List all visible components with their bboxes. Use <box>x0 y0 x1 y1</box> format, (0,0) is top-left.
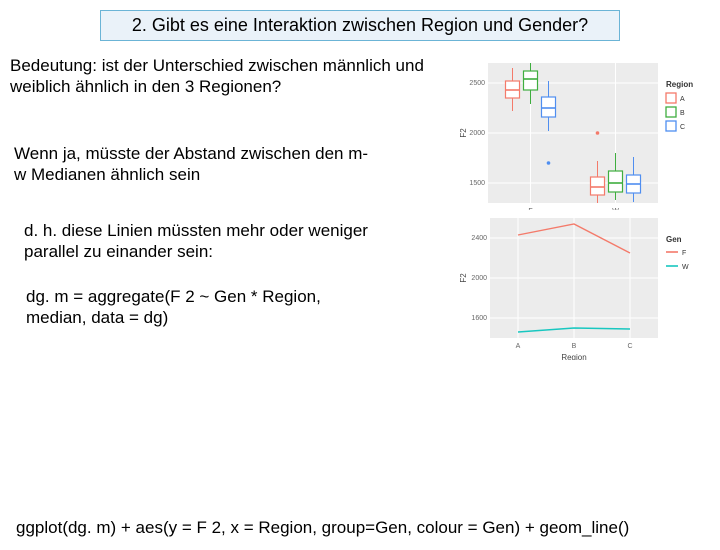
code-aggregate: dg. m = aggregate(F 2 ~ Gen * Region, me… <box>26 286 386 329</box>
paragraph-parallel: d. h. diese Linien müssten mehr oder wen… <box>24 220 384 263</box>
svg-text:B: B <box>680 110 685 117</box>
text-column: Bedeutung: ist der Unterschied zwischen … <box>0 49 460 104</box>
svg-text:2000: 2000 <box>471 275 487 282</box>
svg-text:F2: F2 <box>460 272 468 282</box>
chart-column: 150020002500FWF2GenRegionABC <box>460 49 720 223</box>
svg-text:A: A <box>680 96 685 103</box>
svg-text:2000: 2000 <box>469 130 485 137</box>
svg-text:Region: Region <box>561 353 586 360</box>
svg-text:Gen: Gen <box>666 235 682 244</box>
svg-text:C: C <box>627 343 632 350</box>
svg-text:1500: 1500 <box>469 180 485 187</box>
svg-text:A: A <box>516 343 521 350</box>
svg-text:B: B <box>572 343 577 350</box>
code-ggplot: ggplot(dg. m) + aes(y = F 2, x = Region,… <box>8 517 720 538</box>
svg-text:2400: 2400 <box>471 235 487 242</box>
paragraph-meaning: Bedeutung: ist der Unterschied zwischen … <box>10 55 452 98</box>
svg-text:2500: 2500 <box>469 80 485 87</box>
svg-text:F: F <box>682 250 686 257</box>
boxplot-chart: 150020002500FWF2GenRegionABC <box>460 53 710 223</box>
svg-text:W: W <box>682 264 689 271</box>
lineplot-chart: 1600 2000 2400 A B C F2 Region GenFW <box>460 210 710 360</box>
svg-text:F2: F2 <box>460 128 468 138</box>
svg-text:C: C <box>680 124 685 131</box>
svg-text:1600: 1600 <box>471 315 487 322</box>
paragraph-if-yes: Wenn ja, müsste der Abstand zwischen den… <box>14 143 374 186</box>
svg-text:Region: Region <box>666 80 693 89</box>
slide-title: 2. Gibt es eine Interaktion zwischen Reg… <box>100 10 620 41</box>
